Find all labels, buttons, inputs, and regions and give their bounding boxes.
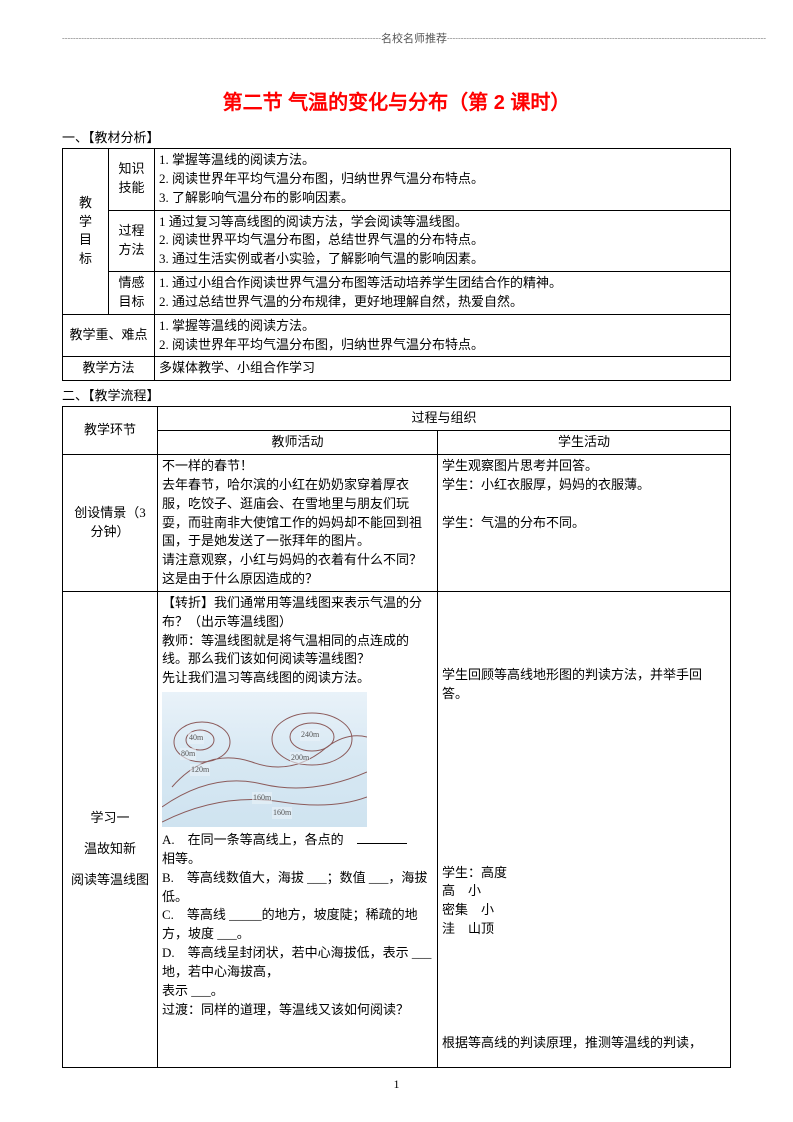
cell-keypoint-h: 教学重、难点 [63, 314, 155, 357]
contour-lbl-240: 240m [300, 729, 320, 741]
cell-goal: 教学目标 [63, 149, 109, 315]
flow-r1-teacher: 不一样的春节！去年春节，哈尔滨的小红在奶奶家穿着厚衣服，吃饺子、逛庙会、在雪地里… [158, 454, 438, 591]
cell-emotion-c: 1. 通过小组合作阅读世界气温分布图等活动培养学生团结合作的精神。2. 通过总结… [155, 272, 731, 315]
contour-diagram: 40m 80m 120m 240m 200m 160m 160m [162, 692, 367, 827]
flow-r2-student-p2: 学生：高度高 小密集 小洼 山顶 [442, 864, 726, 939]
contour-lbl-200: 200m [290, 752, 310, 764]
cell-knowledge-c: 1. 掌握等温线的阅读方法。2. 阅读世界年平均气温分布图，归纳世界气温分布特点… [155, 149, 731, 211]
section-2-label: 二、【教学流程】 [62, 385, 731, 404]
question-d2: 表示 ___。 [162, 982, 433, 1001]
flow-h-teacher: 教师活动 [158, 431, 438, 455]
header-decoration: ┈┈┈┈┈┈┈┈┈┈┈┈┈┈┈┈┈┈┈┈┈┈┈┈┈┈┈┈┈名校名师推荐┈┈┈┈┈… [62, 30, 731, 46]
cell-keypoint-c: 1. 掌握等温线的阅读方法。2. 阅读世界年平均气温分布图，归纳世界气温分布特点… [155, 314, 731, 357]
question-a2: 相等。 [162, 850, 433, 869]
cell-knowledge-h: 知识技能 [109, 149, 155, 211]
page-number: 1 [0, 1077, 793, 1092]
transition-text: 过渡：同样的道理，等温线又该如何阅读？ [162, 1001, 433, 1020]
contour-lbl-160a: 160m [252, 792, 272, 804]
contour-lbl-160b: 160m [272, 807, 292, 819]
flow-r2-env: 学习一 温故知新 阅读等温线图 [63, 591, 158, 1067]
cell-emotion-h: 情感目标 [109, 272, 155, 315]
flow-r2-student-p1: 学生回顾等高线地形图的判读方法，并举手回答。 [442, 666, 726, 704]
flow-h-env: 教学环节 [63, 407, 158, 455]
question-d: D. 等高线呈封闭状，若中心海拔低，表示 ___地，若中心海拔高， [162, 944, 433, 982]
table-analysis: 教学目标 知识技能 1. 掌握等温线的阅读方法。2. 阅读世界年平均气温分布图，… [62, 148, 731, 381]
section-1-label: 一、【教材分析】 [62, 127, 731, 146]
flow-r2-teacher-p1: 【转折】我们通常用等温线图来表示气温的分布？（出示等温线图）教师：等温线图就是将… [162, 594, 433, 688]
cell-process-c: 1 通过复习等高线图的阅读方法，学会阅读等温线图。2. 阅读世界平均气温分布图，… [155, 210, 731, 272]
contour-lbl-40: 40m [188, 732, 204, 744]
question-b: B. 等高线数值大，海拔 ___；数值 ___，海拔低。 [162, 869, 433, 907]
flow-r2-student: 学生回顾等高线地形图的判读方法，并举手回答。 学生：高度高 小密集 小洼 山顶 … [438, 591, 731, 1067]
table-flow: 教学环节 过程与组织 教师活动 学生活动 创设情景（3 分钟） 不一样的春节！去… [62, 406, 731, 1067]
page-title: 第二节 气温的变化与分布（第 2 课时） [62, 86, 731, 115]
flow-h-process: 过程与组织 [158, 407, 731, 431]
question-a: A. 在同一条等高线上，各点的 [162, 831, 433, 850]
flow-r2-env-l2: 温故知新 [67, 840, 153, 859]
cell-process-h: 过程方法 [109, 210, 155, 272]
flow-r2-student-p3: 根据等高线的判读原理，推测等温线的判读， [442, 1034, 726, 1053]
flow-r1-student: 学生观察图片思考并回答。学生：小红衣服厚，妈妈的衣服薄。学生：气温的分布不同。 [438, 454, 731, 591]
flow-r2-env-l3: 阅读等温线图 [67, 871, 153, 890]
flow-r2-teacher: 【转折】我们通常用等温线图来表示气温的分布？（出示等温线图）教师：等温线图就是将… [158, 591, 438, 1067]
question-c: C. 等高线 _____的地方，坡度陡；稀疏的地方，坡度 ___。 [162, 906, 433, 944]
contour-lbl-80: 80m [180, 748, 196, 760]
cell-method-c: 多媒体教学、小组合作学习 [155, 357, 731, 381]
contour-lbl-120: 120m [190, 764, 210, 776]
flow-h-student: 学生活动 [438, 431, 731, 455]
cell-method-h: 教学方法 [63, 357, 155, 381]
flow-r1-env: 创设情景（3 分钟） [63, 454, 158, 591]
flow-r2-env-l1: 学习一 [67, 809, 153, 828]
